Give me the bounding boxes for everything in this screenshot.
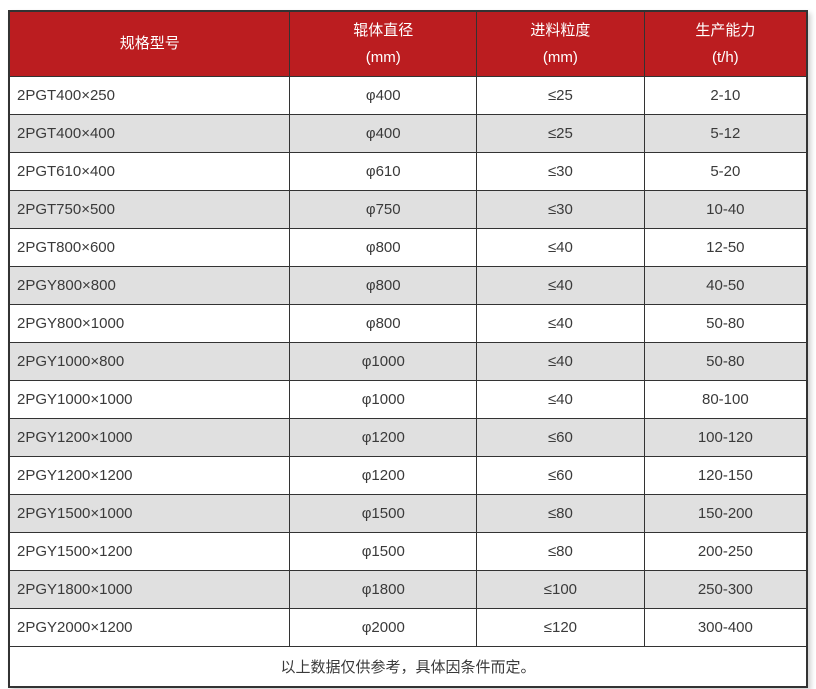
cell-capacity: 150-200 <box>643 494 808 533</box>
cell-roller-diameter: φ1000 <box>289 342 478 381</box>
cell-feed-size: ≤25 <box>476 76 645 115</box>
cell-roller-diameter: φ1200 <box>289 418 478 457</box>
cell-feed-size: ≤30 <box>476 190 645 229</box>
cell-model: 2PGY1500×1200 <box>8 532 291 571</box>
table-row: 2PGT610×400 φ610 ≤30 5-20 <box>8 152 808 191</box>
cell-model: 2PGY1000×1000 <box>8 380 291 419</box>
cell-feed-size: ≤100 <box>476 570 645 609</box>
cell-model: 2PGT610×400 <box>8 152 291 191</box>
header-roller-diameter: 辊体直径 (mm) <box>289 10 478 77</box>
table-row: 2PGT750×500 φ750 ≤30 10-40 <box>8 190 808 229</box>
header-feed-size-unit: (mm) <box>542 48 578 66</box>
cell-roller-diameter: φ400 <box>289 114 478 153</box>
spec-table: 规格型号 辊体直径 (mm) 进料粒度 (mm) 生产能力 (t/h) 2PGT… <box>8 10 808 688</box>
header-capacity-unit: (t/h) <box>712 48 739 66</box>
header-model-title: 规格型号 <box>119 35 180 52</box>
footer-row: 以上数据仅供参考，具体因条件而定。 <box>8 646 808 688</box>
cell-capacity: 80-100 <box>643 380 808 419</box>
cell-capacity: 10-40 <box>643 190 808 229</box>
table-row: 2PGT400×400 φ400 ≤25 5-12 <box>8 114 808 153</box>
header-roller-diameter-title: 辊体直径 <box>353 21 414 39</box>
cell-roller-diameter: φ1500 <box>289 494 478 533</box>
cell-model: 2PGT400×400 <box>8 114 291 153</box>
cell-capacity: 5-12 <box>643 114 808 153</box>
cell-roller-diameter: φ610 <box>289 152 478 191</box>
cell-roller-diameter: φ1200 <box>289 456 478 495</box>
cell-feed-size: ≤25 <box>476 114 645 153</box>
cell-capacity: 50-80 <box>643 342 808 381</box>
table-row: 2PGY1500×1200 φ1500 ≤80 200-250 <box>8 532 808 571</box>
table-row: 2PGY1800×1000 φ1800 ≤100 250-300 <box>8 570 808 609</box>
table-footer: 以上数据仅供参考，具体因条件而定。 <box>8 646 808 688</box>
header-capacity-title: 生产能力 <box>695 21 756 39</box>
cell-feed-size: ≤120 <box>476 608 645 647</box>
table-row: 2PGY800×1000 φ800 ≤40 50-80 <box>8 304 808 343</box>
cell-model: 2PGY800×1000 <box>8 304 291 343</box>
cell-roller-diameter: φ800 <box>289 266 478 305</box>
cell-model: 2PGY1800×1000 <box>8 570 291 609</box>
table-row: 2PGY1200×1000 φ1200 ≤60 100-120 <box>8 418 808 457</box>
cell-feed-size: ≤60 <box>476 456 645 495</box>
cell-feed-size: ≤40 <box>476 304 645 343</box>
table-row: 2PGY1500×1000 φ1500 ≤80 150-200 <box>8 494 808 533</box>
table-header: 规格型号 辊体直径 (mm) 进料粒度 (mm) 生产能力 (t/h) <box>8 10 808 77</box>
cell-capacity: 100-120 <box>643 418 808 457</box>
cell-capacity: 12-50 <box>643 228 808 267</box>
cell-model: 2PGY1500×1000 <box>8 494 291 533</box>
cell-roller-diameter: φ1800 <box>289 570 478 609</box>
cell-model: 2PGY1200×1000 <box>8 418 291 457</box>
cell-capacity: 5-20 <box>643 152 808 191</box>
table-body: 2PGT400×250 φ400 ≤25 2-10 2PGT400×400 φ400 ≤25… <box>8 76 808 647</box>
cell-roller-diameter: φ1000 <box>289 380 478 419</box>
cell-feed-size: ≤80 <box>476 494 645 533</box>
table-row: 2PGT400×250 φ400 ≤25 2-10 <box>8 76 808 115</box>
cell-feed-size: ≤40 <box>476 380 645 419</box>
cell-capacity: 120-150 <box>643 456 808 495</box>
cell-model: 2PGT800×600 <box>8 228 291 267</box>
table-row: 2PGT800×600 φ800 ≤40 12-50 <box>8 228 808 267</box>
cell-roller-diameter: φ400 <box>289 76 478 115</box>
cell-capacity: 2-10 <box>643 76 808 115</box>
header-roller-diameter-unit: (mm) <box>365 48 401 66</box>
cell-model: 2PGY1000×800 <box>8 342 291 381</box>
cell-feed-size: ≤30 <box>476 152 645 191</box>
cell-roller-diameter: φ750 <box>289 190 478 229</box>
table-row: 2PGY1000×800 φ1000 ≤40 50-80 <box>8 342 808 381</box>
cell-capacity: 40-50 <box>643 266 808 305</box>
cell-model: 2PGY1200×1200 <box>8 456 291 495</box>
footer-note: 以上数据仅供参考，具体因条件而定。 <box>8 646 808 688</box>
cell-feed-size: ≤80 <box>476 532 645 571</box>
table-row: 2PGY2000×1200 φ2000 ≤120 300-400 <box>8 608 808 647</box>
header-model: 规格型号 <box>8 10 291 77</box>
cell-roller-diameter: φ2000 <box>289 608 478 647</box>
cell-roller-diameter: φ800 <box>289 228 478 267</box>
cell-feed-size: ≤40 <box>476 228 645 267</box>
cell-model: 2PGY800×800 <box>8 266 291 305</box>
header-row: 规格型号 辊体直径 (mm) 进料粒度 (mm) 生产能力 (t/h) <box>8 10 808 77</box>
cell-capacity: 200-250 <box>643 532 808 571</box>
header-feed-size-title: 进料粒度 <box>530 21 591 39</box>
table-row: 2PGY800×800 φ800 ≤40 40-50 <box>8 266 808 305</box>
cell-roller-diameter: φ1500 <box>289 532 478 571</box>
cell-roller-diameter: φ800 <box>289 304 478 343</box>
cell-feed-size: ≤60 <box>476 418 645 457</box>
cell-feed-size: ≤40 <box>476 342 645 381</box>
header-feed-size: 进料粒度 (mm) <box>476 10 645 77</box>
cell-model: 2PGT750×500 <box>8 190 291 229</box>
cell-model: 2PGT400×250 <box>8 76 291 115</box>
header-capacity: 生产能力 (t/h) <box>643 10 808 77</box>
cell-capacity: 300-400 <box>643 608 808 647</box>
cell-capacity: 50-80 <box>643 304 808 343</box>
cell-model: 2PGY2000×1200 <box>8 608 291 647</box>
table-row: 2PGY1000×1000 φ1000 ≤40 80-100 <box>8 380 808 419</box>
cell-feed-size: ≤40 <box>476 266 645 305</box>
table-row: 2PGY1200×1200 φ1200 ≤60 120-150 <box>8 456 808 495</box>
cell-capacity: 250-300 <box>643 570 808 609</box>
